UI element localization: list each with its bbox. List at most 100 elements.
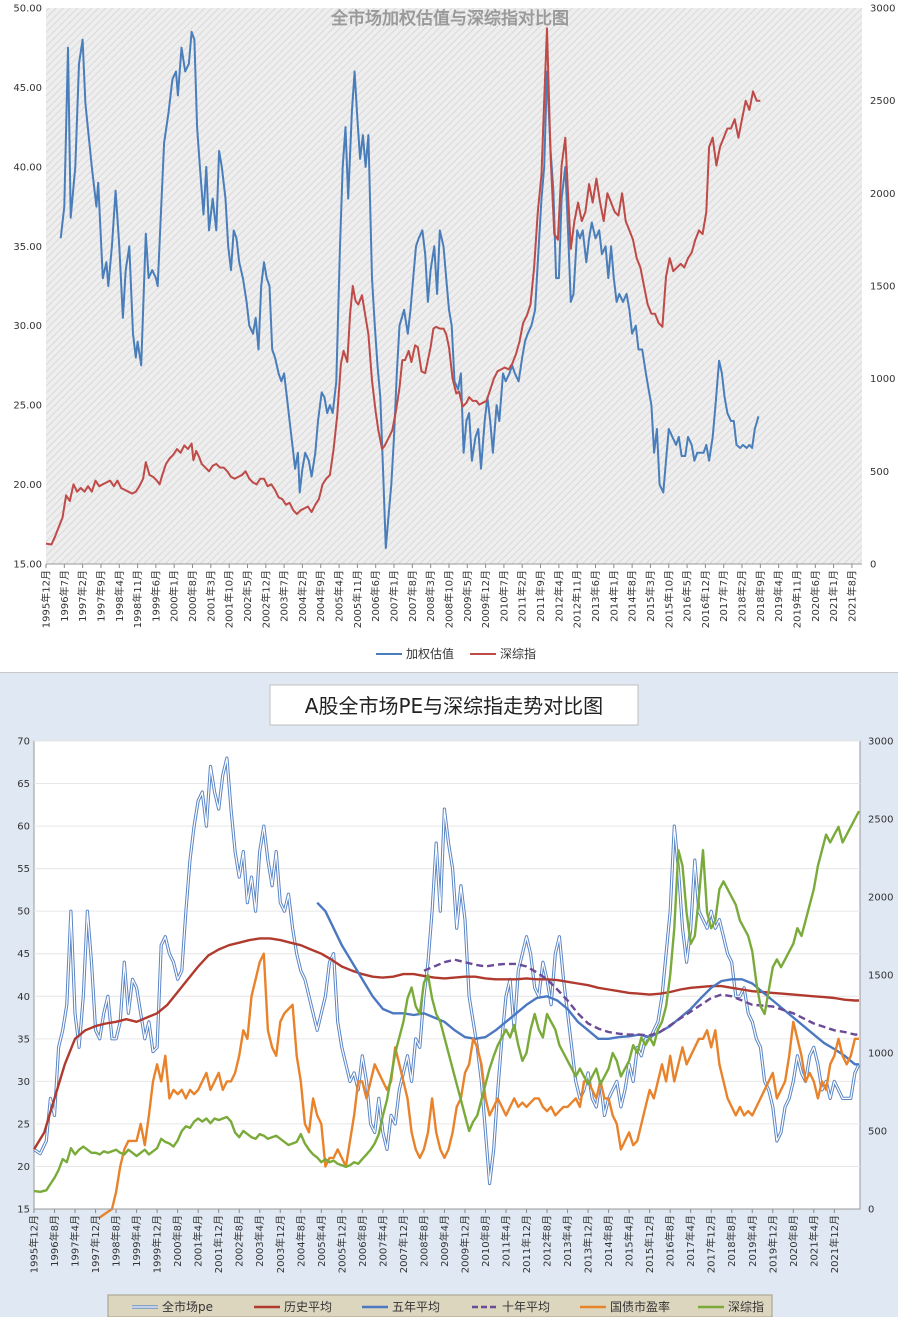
plot-area (46, 8, 862, 564)
y-tick-left: 30 (17, 1077, 30, 1088)
x-tick-label: 1997年9月 (94, 570, 107, 622)
x-tick-label: 1998年11月 (131, 570, 144, 628)
x-tick-label: 2019年4月 (746, 1215, 759, 1267)
x-tick-label: 2013年4月 (561, 1215, 574, 1267)
y-tick-left: 40.00 (13, 162, 42, 173)
x-tick-label: 2014年1月 (607, 570, 620, 622)
x-tick-label: 2015年12月 (643, 1215, 656, 1273)
x-tick-label: 2019年12月 (766, 1215, 779, 1273)
y-tick-right: 500 (870, 467, 889, 478)
x-tick-label: 2006年6月 (369, 570, 382, 622)
x-tick-label: 2002年8月 (233, 1215, 246, 1267)
x-tick-label: 1997年12月 (89, 1215, 102, 1273)
y-tick-right: 1500 (870, 282, 895, 293)
x-tick-label: 1998年8月 (110, 1215, 123, 1267)
y-tick-left: 15 (17, 1205, 30, 1216)
legend: 加权估值 深综指 (376, 646, 536, 661)
y-tick-left: 20 (17, 1162, 30, 1173)
y-tick-right: 2500 (868, 815, 893, 826)
legend-label: 全市场pe (162, 1299, 213, 1314)
x-tick-label: 2008年3月 (424, 570, 437, 622)
x-tick-label: 2007年8月 (406, 570, 419, 622)
y-tick-right: 1000 (870, 374, 895, 385)
chart-title: A股全市场PE与深综指走势对比图 (305, 694, 603, 718)
legend-label: 加权估值 (406, 646, 454, 661)
x-tick-label: 2018年2月 (736, 570, 749, 622)
x-tick-label: 1995年12月 (28, 1215, 41, 1273)
x-tick-label: 2015年10月 (662, 570, 675, 628)
y-tick-left: 45.00 (13, 83, 42, 94)
x-tick-label: 2009年12月 (458, 1215, 471, 1273)
y-tick-right: 0 (868, 1205, 874, 1216)
x-tick-label: 2016年12月 (699, 570, 712, 628)
x-tick-label: 2010年7月 (497, 570, 510, 622)
x-tick-label: 1999年4月 (130, 1215, 143, 1267)
x-tick-label: 2016年8月 (664, 1215, 677, 1267)
y-tick-left: 30.00 (13, 321, 42, 332)
x-tick-label: 2017年12月 (705, 1215, 718, 1273)
y-tick-left: 25.00 (13, 401, 42, 412)
chart-weighted-valuation: 全市场加权估值与深综指对比图 15.00 20.00 25.00 30.00 35.00… (13, 3, 896, 662)
legend: 全市场pe 历史平均 五年平均 十年平均 国债市盈率 深综指 (132, 1299, 764, 1314)
x-tick-label: 2003年12月 (274, 1215, 287, 1273)
x-tick-label: 2004年8月 (294, 1215, 307, 1267)
x-tick-label: 2009年4月 (438, 1215, 451, 1267)
x-tick-label: 2002年12月 (259, 570, 272, 628)
x-tick-label: 2007年12月 (397, 1215, 410, 1273)
x-tick-label: 2004年2月 (296, 570, 309, 622)
x-tick-label: 2002年5月 (241, 570, 254, 622)
x-tick-label: 2013年6月 (589, 570, 602, 622)
x-tick-label: 2014年8月 (626, 570, 639, 622)
legend-label: 深综指 (728, 1299, 764, 1314)
x-tick-label: 1995年12月 (40, 570, 53, 628)
x-tick-label: 2003年4月 (253, 1215, 266, 1267)
x-tick-label: 1997年4月 (69, 1215, 82, 1267)
x-tick-label: 2011年12月 (520, 1215, 533, 1273)
x-tick-label: 2015年3月 (644, 570, 657, 622)
x-tick-label: 2011年9月 (534, 570, 547, 622)
y-tick-right: 1500 (868, 971, 893, 982)
title-box (269, 684, 639, 726)
x-tick-label: 2018年9月 (754, 570, 767, 622)
x-tick-label: 2009年5月 (461, 570, 474, 622)
x-tick-label: 2020年8月 (787, 1215, 800, 1267)
series-line (32, 937, 859, 1151)
x-tick-label: 2001年12月 (212, 1215, 225, 1273)
series-line (59, 30, 760, 550)
y-tick-left: 65 (17, 779, 30, 790)
x-tick-label: 2000年1月 (168, 570, 181, 622)
y-tick-right: 3000 (870, 4, 895, 15)
legend-box (107, 1294, 773, 1317)
x-tick-label: 2018年8月 (725, 1215, 738, 1267)
x-tick-label: 2011年4月 (500, 1215, 513, 1267)
x-tick-label: 2020年6月 (809, 570, 822, 622)
chart-weighted-valuation-svg: 全市场加权估值与深综指对比图 15.00 20.00 25.00 30.00 35.00… (13, 4, 895, 662)
x-tick-label: 1996年8月 (48, 1215, 61, 1267)
y-tick-left: 60 (17, 822, 30, 833)
x-tick-label: 2021年8月 (845, 570, 858, 622)
x-tick-label: 2006年8月 (356, 1215, 369, 1267)
x-tick-label: 2003年7月 (278, 570, 291, 622)
x-tick-label: 1997年2月 (76, 570, 89, 622)
x-tick-label: 2021年4月 (807, 1215, 820, 1267)
legend-label: 历史平均 (284, 1300, 332, 1314)
legend-label: 十年平均 (502, 1300, 550, 1314)
series-line (33, 810, 861, 1193)
x-tick-label: 2000年8月 (186, 570, 199, 622)
x-tick-label: 2014年8月 (602, 1215, 615, 1267)
x-tick-label: 2001年4月 (192, 1215, 205, 1267)
x-tick-label: 2008年8月 (417, 1215, 430, 1267)
y-tick-left: 20.00 (13, 480, 42, 491)
x-tick-label: 2011年2月 (516, 570, 529, 622)
x-tick-label: 2013年12月 (582, 1215, 595, 1273)
series-line (33, 757, 860, 1185)
x-tick-label: 1999年12月 (151, 1215, 164, 1273)
x-tick-label: 2005年4月 (315, 1215, 328, 1267)
x-tick-label: 2005年12月 (335, 1215, 348, 1273)
x-tick-label: 2012年8月 (541, 1215, 554, 1267)
y-tick-left: 35.00 (13, 242, 42, 253)
x-tick-label: 1999年6月 (149, 570, 162, 622)
x-tick-label: 2005年11月 (351, 570, 364, 628)
y-tick-left: 50 (17, 907, 30, 918)
x-tick-label: 2008年10月 (442, 570, 455, 628)
